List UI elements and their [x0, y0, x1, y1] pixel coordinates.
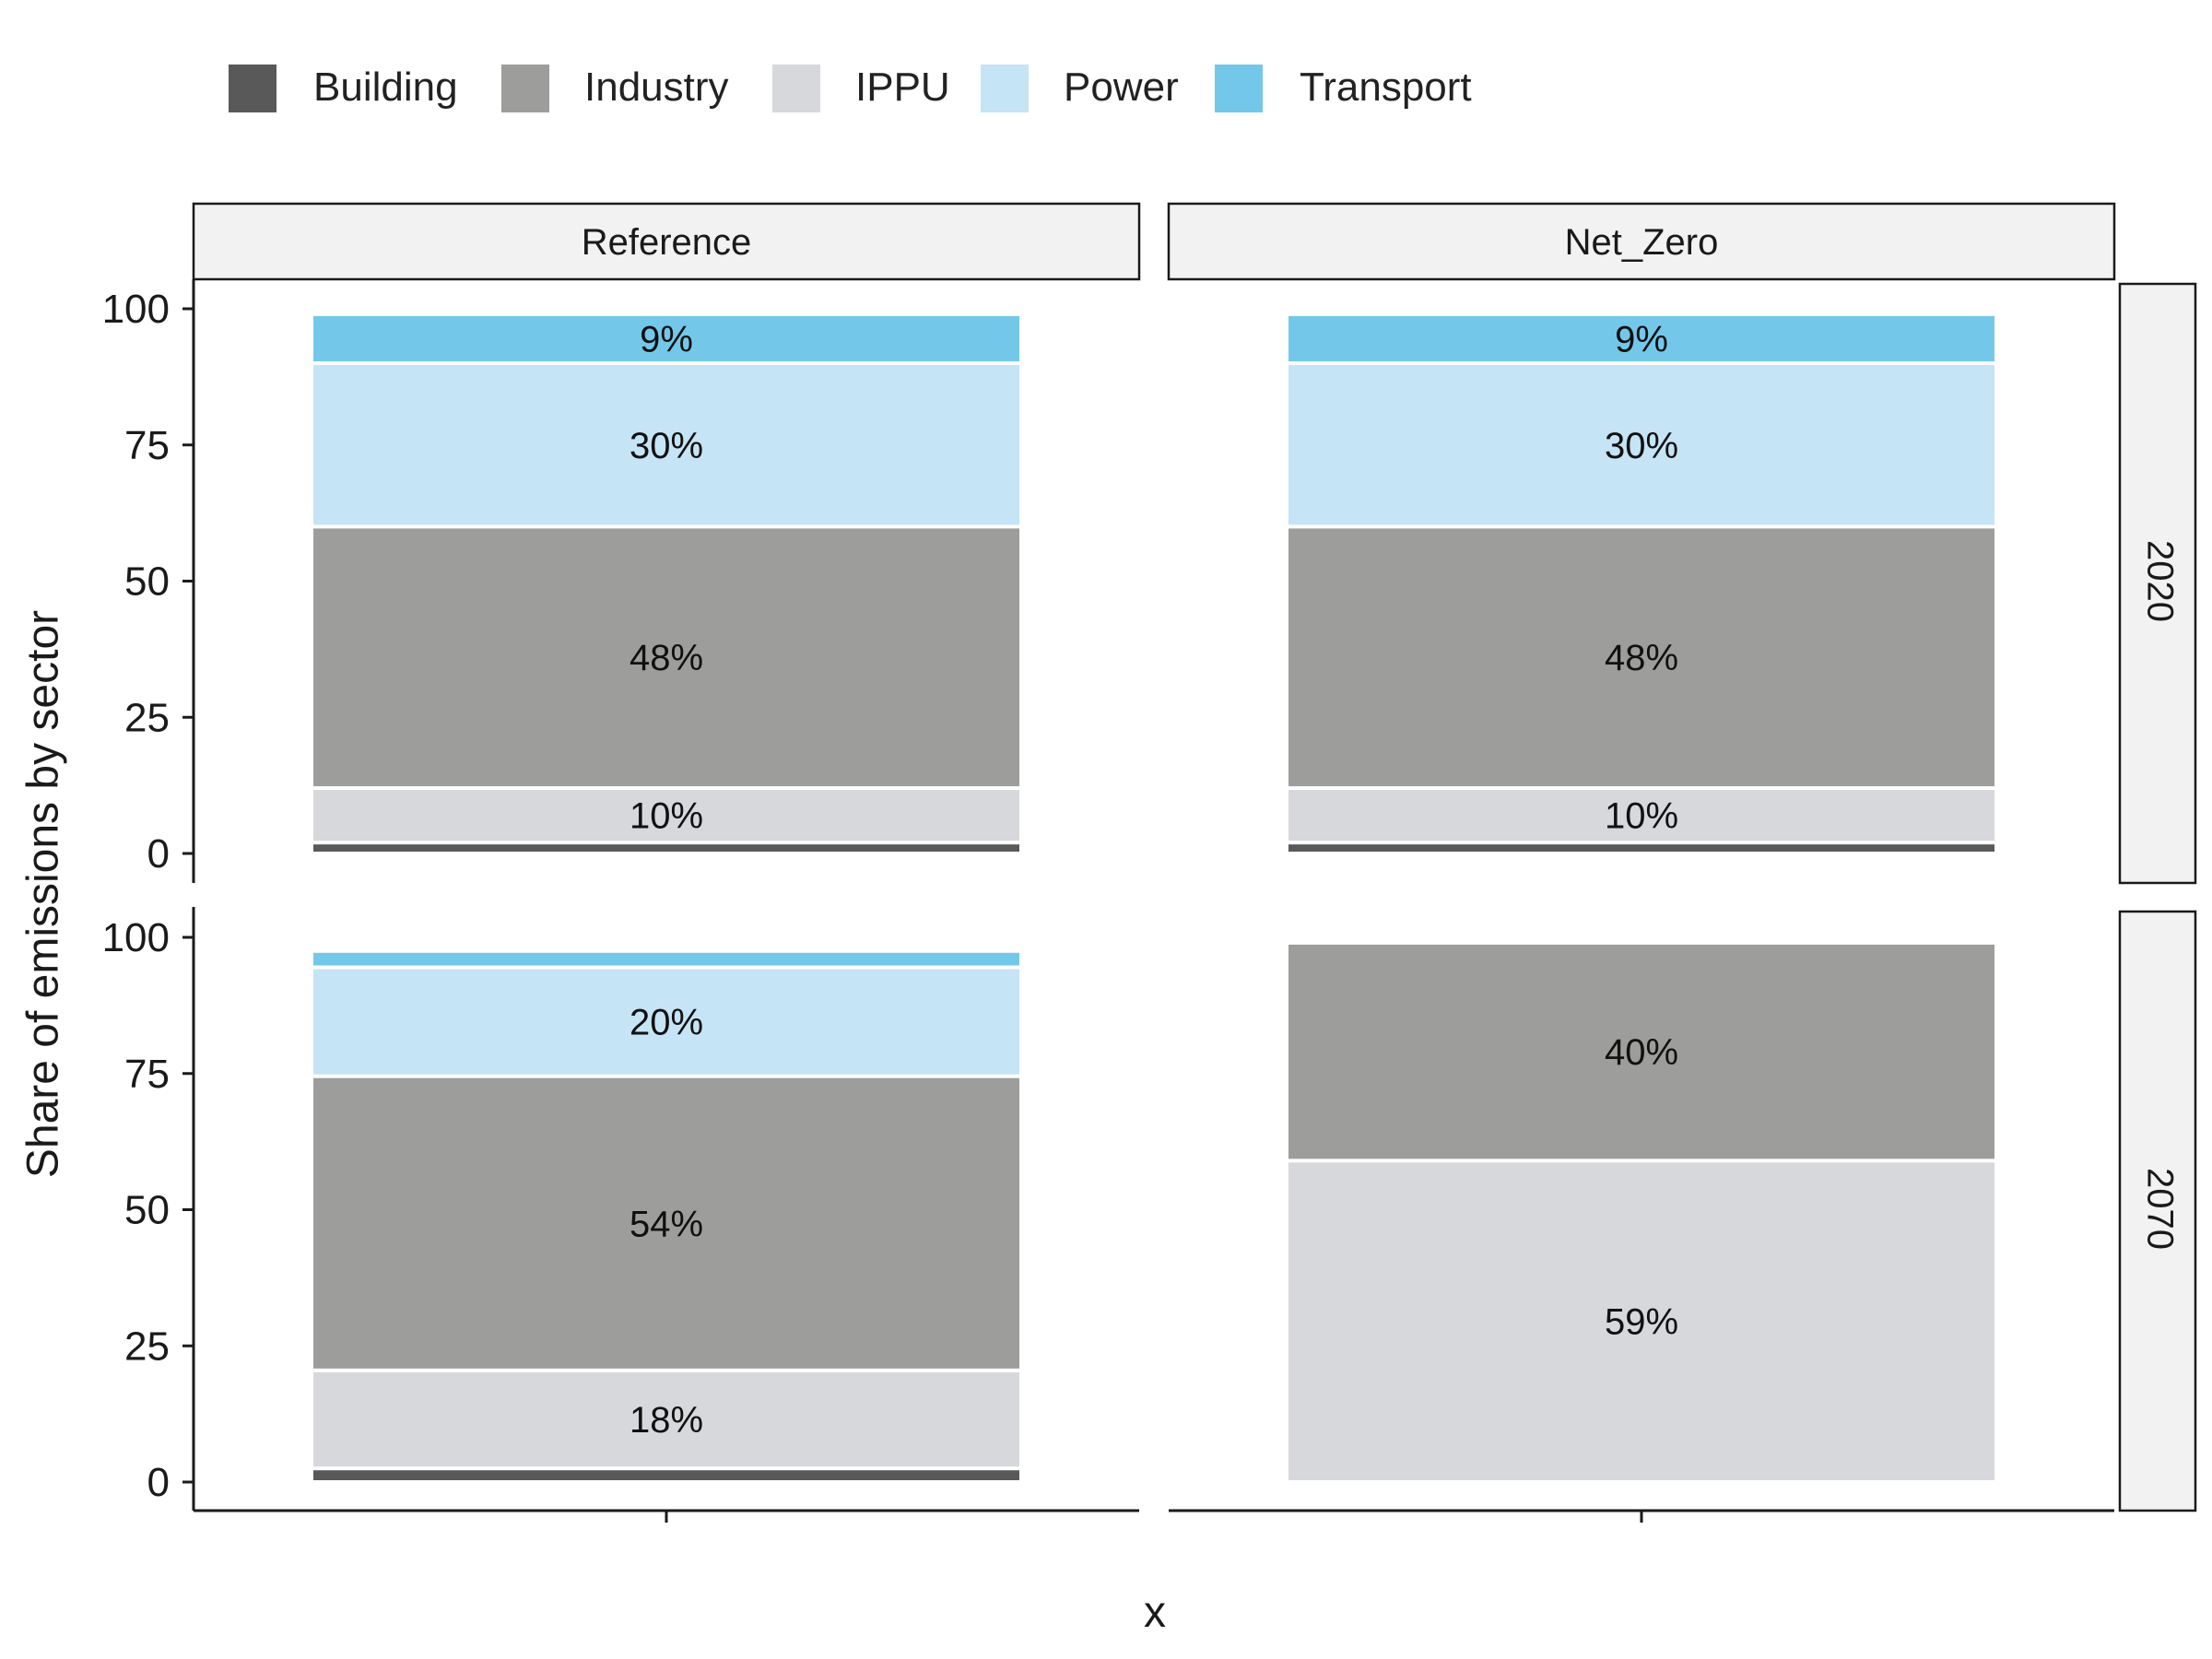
legend-label: Building [313, 65, 458, 110]
bar-data-label: 40% [1605, 1032, 1678, 1073]
row-strip-2070: 2070 [2118, 910, 2197, 1512]
facet-panels: 10% 48% 30% 9% 10% 48% 30% 9% 18% 54% 20% 59% 40% [313, 315, 1994, 1480]
legend: Building Industry IPPU Power Transport [229, 65, 1472, 112]
y-tick-label: 25 [124, 1324, 170, 1369]
strip-background [2118, 910, 2197, 1512]
legend-label: Power [1064, 65, 1179, 110]
strip-label: Reference [582, 222, 752, 263]
legend-item-building: Building [229, 65, 458, 112]
column-strip-net_zero: Net_Zero [1167, 202, 2116, 281]
bar-segment-ippu [1288, 790, 1994, 841]
column-strip-reference: Reference [192, 202, 1141, 281]
bar-data-label: 30% [1605, 426, 1678, 466]
panel-net_zero-2020: 10% 48% 30% 9% [1288, 315, 1994, 852]
bar-data-label: 20% [629, 1003, 703, 1043]
facet-strips: Reference Net_Zero 2020 2070 [192, 202, 2197, 1512]
bar-data-label: 54% [629, 1204, 703, 1244]
x-axis-title: x [1144, 1588, 1166, 1637]
bar-data-label: 10% [1605, 796, 1678, 837]
strip-label: 2020 [2139, 540, 2180, 622]
bar-data-label: 9% [1615, 320, 1668, 360]
bar-segment-ippu [1288, 1162, 1994, 1480]
y-tick-label: 100 [102, 915, 170, 960]
bar-data-label: 18% [629, 1400, 703, 1441]
bar-segment-industry [313, 528, 1019, 787]
strip-label: 2070 [2139, 1168, 2180, 1250]
y-tick-label: 50 [124, 1188, 170, 1233]
legend-item-transport: Transport [1215, 65, 1472, 112]
bar-segment-industry [1288, 944, 1994, 1159]
bar-segment-industry [313, 1077, 1019, 1369]
legend-swatch [772, 65, 820, 112]
row-strip-2020: 2020 [2118, 282, 2197, 885]
legend-label: IPPU [855, 65, 950, 110]
legend-swatch [1215, 65, 1263, 112]
legend-swatch [981, 65, 1029, 112]
x-axis-net_zero [1169, 1509, 2114, 1523]
bar-segment-transport [313, 315, 1019, 362]
panel-reference-2020: 10% 48% 30% 9% [313, 315, 1019, 852]
legend-swatch [501, 65, 549, 112]
y-tick-label: 100 [102, 287, 170, 332]
bar-segment-building [1288, 844, 1994, 852]
bar-segment-industry [1288, 528, 1994, 787]
panel-reference-2070: 18% 54% 20% [313, 952, 1019, 1480]
y-tick-label: 75 [124, 1052, 170, 1097]
bar-segment-power [313, 365, 1019, 525]
strip-background [1167, 202, 2116, 281]
strip-background [192, 202, 1141, 281]
bar-segment-building [313, 1470, 1019, 1480]
legend-label: Industry [584, 65, 729, 110]
legend-swatch [229, 65, 276, 112]
y-tick-label: 0 [147, 1460, 170, 1505]
axes: 0 25 50 75 100 0 25 50 75 100 [102, 279, 2114, 1523]
legend-item-ippu: IPPU [772, 65, 950, 112]
legend-item-power: Power [981, 65, 1179, 112]
bar-segment-building [313, 844, 1019, 852]
bar-segment-transport [1288, 315, 1994, 362]
bar-data-label: 9% [640, 320, 693, 360]
y-tick-label: 50 [124, 559, 170, 605]
bar-data-label: 10% [629, 796, 703, 837]
legend-label: Transport [1300, 65, 1472, 110]
bar-data-label: 30% [629, 426, 703, 466]
y-tick-label: 25 [124, 695, 170, 740]
panel-net_zero-2070: 59% 40% [1288, 944, 1994, 1480]
strip-label: Net_Zero [1565, 222, 1719, 263]
y-tick-label: 75 [124, 423, 170, 468]
y-axis-row-2070: 0 25 50 75 100 [102, 907, 195, 1511]
bar-data-label: 48% [629, 638, 703, 678]
bar-segment-ippu [313, 790, 1019, 841]
y-axis-title: Share of emissions by sector [19, 610, 68, 1178]
bar-segment-ippu [313, 1371, 1019, 1467]
bar-segment-power [313, 969, 1019, 1075]
bar-data-label: 59% [1605, 1302, 1678, 1343]
y-tick-label: 0 [147, 831, 170, 877]
y-axis-row-2020: 0 25 50 75 100 [102, 279, 195, 883]
legend-item-industry: Industry [501, 65, 729, 112]
x-axis-reference [194, 1509, 1139, 1523]
bar-data-label: 48% [1605, 638, 1678, 678]
strip-background [2118, 282, 2197, 885]
bar-segment-power [1288, 365, 1994, 525]
bar-segment-transport [313, 952, 1019, 966]
